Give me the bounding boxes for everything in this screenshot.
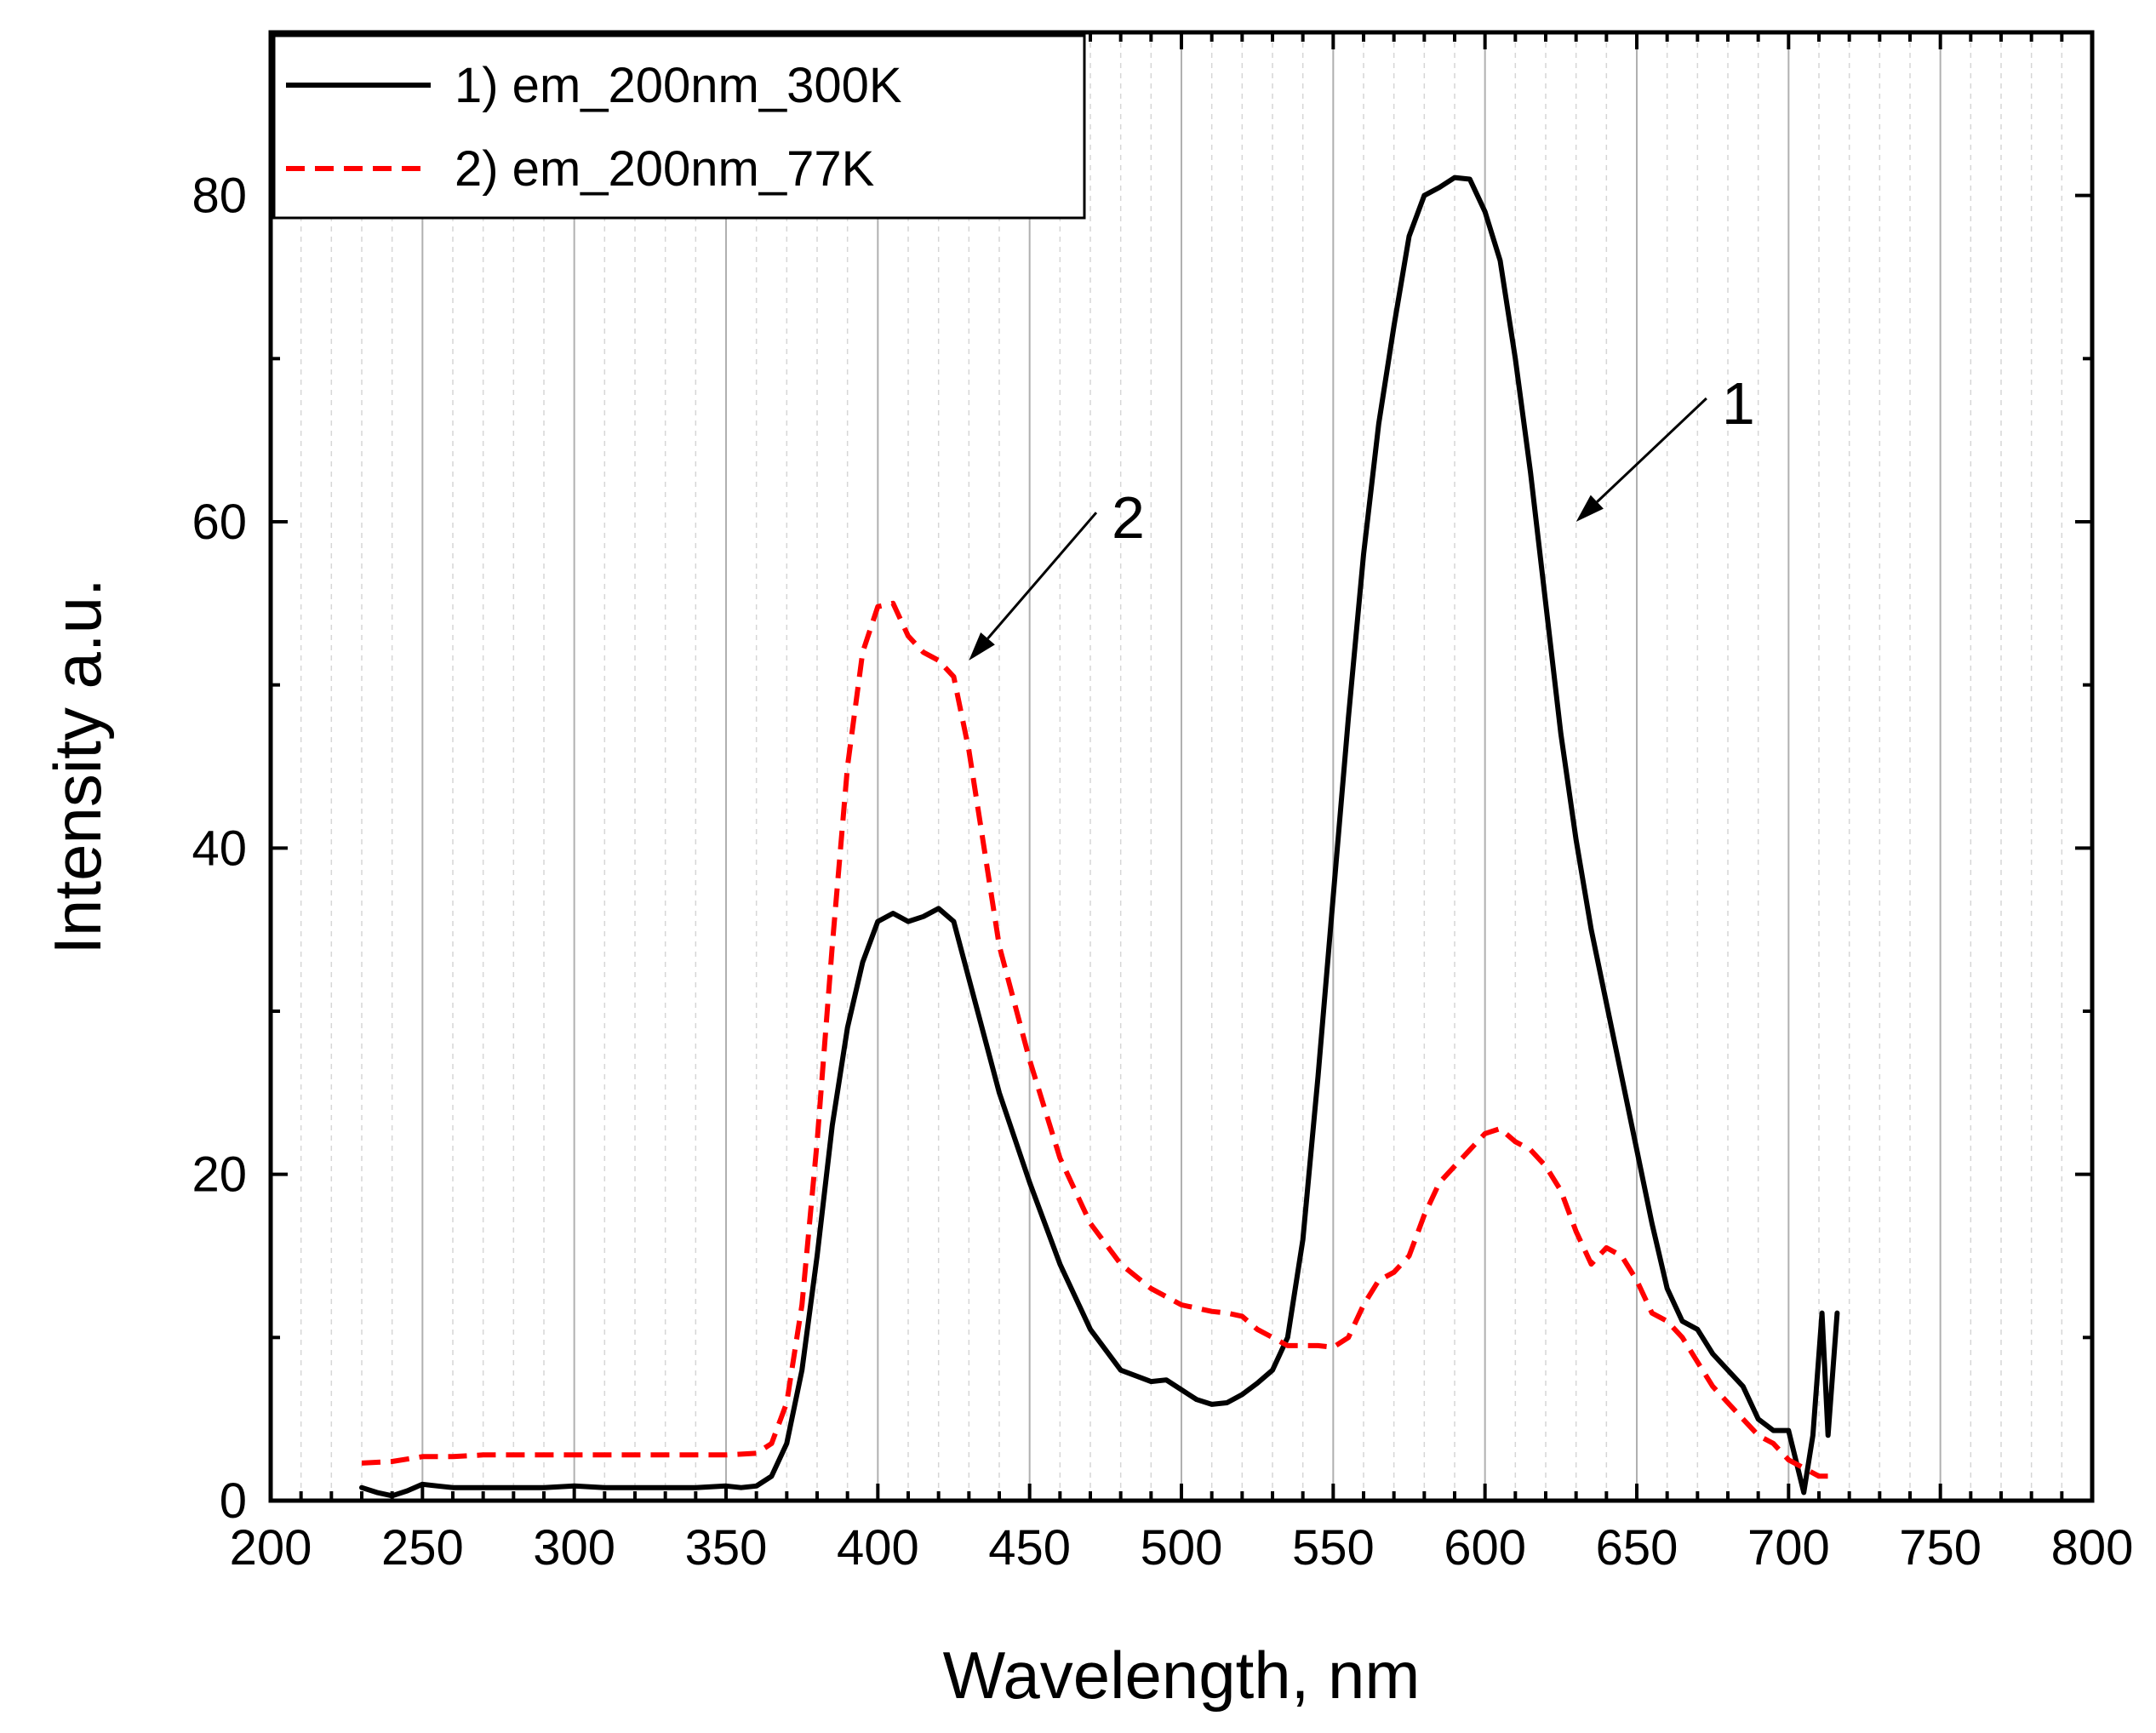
x-tick-label: 450	[988, 1520, 1071, 1576]
annotation-label-1: 1	[1722, 370, 1755, 437]
grid-lines	[300, 32, 2063, 1501]
series-group	[359, 174, 1840, 1499]
x-tick-label: 250	[381, 1520, 464, 1576]
legend: 1) em_200nm_300K 2) em_200nm_77K	[272, 34, 1086, 220]
annotation-arrow-head-2	[969, 632, 995, 661]
x-tick-label: 500	[1141, 1520, 1223, 1576]
legend-box	[272, 34, 1086, 220]
annotation-label-2: 2	[1112, 484, 1145, 551]
x-tick-label: 650	[1596, 1520, 1678, 1576]
annotation-arrow-line-1	[1596, 397, 1707, 503]
x-tick-label: 400	[837, 1520, 919, 1576]
series-layer	[359, 174, 1840, 1499]
y-tick-label: 60	[192, 495, 247, 550]
annotation-arrow-head-1	[1576, 495, 1604, 522]
x-tick-label: 750	[1899, 1520, 1982, 1576]
y-axis-title: Intensity a.u.	[40, 578, 115, 954]
annotation-arrow-line-2	[986, 512, 1098, 640]
x-tick-label: 300	[533, 1520, 615, 1576]
series-line-2	[361, 600, 1834, 1479]
axis-ticks: 200 250 300 350 400 450 500 550 600 650 700 750 800 0…	[192, 31, 2134, 1576]
y-tick-label: 0	[220, 1473, 247, 1529]
x-tick-label: 700	[1747, 1520, 1830, 1576]
x-axis-title: Wavelength, nm	[943, 1638, 1421, 1713]
x-tick-label: 550	[1292, 1520, 1375, 1576]
y-tick-label: 80	[192, 169, 247, 224]
x-tick-label: 350	[685, 1520, 768, 1576]
legend-label-1: 1) em_200nm_300K	[455, 58, 902, 113]
y-tick-label: 40	[192, 821, 247, 876]
y-tick-label: 20	[192, 1147, 247, 1203]
series-line-1	[359, 174, 1840, 1499]
legend-label-2: 2) em_200nm_77K	[455, 141, 875, 197]
x-tick-label: 800	[2051, 1520, 2134, 1576]
annotations: 12	[969, 370, 1755, 661]
x-tick-label: 600	[1444, 1520, 1526, 1576]
x-tick-label: 200	[230, 1520, 312, 1576]
